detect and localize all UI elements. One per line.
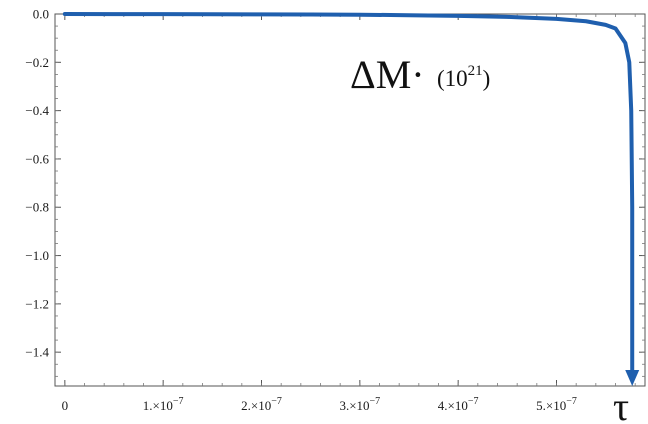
scale-factor-base: (10 [437,66,468,91]
x-tick-label: 1.×10−7 [143,396,184,413]
y-tick-label: −0.6 [25,151,49,166]
series-line [62,12,635,379]
delta-m-annotation: ΔM· (1021) [350,52,490,97]
x-axis-ticks: 0 1.×10−7 2.×10−7 3.×10−7 4.×10−7 5.×10−7 [62,14,636,413]
y-tick-label: −0.8 [25,200,49,215]
y-axis-ticks: 0.0 −0.2 −0.4 −0.6 −0.8 −1.0 −1.2 −1.4 [25,7,645,377]
y-tick-label: −0.2 [25,55,49,70]
scale-factor-close: ) [483,66,491,91]
delta-m-label: ΔM· [350,52,425,97]
x-tick-label: 5.×10−7 [536,396,577,413]
scale-factor-exponent: 21 [468,63,483,79]
scale-factor-label: (1021) [437,63,490,91]
y-tick-label: −0.4 [25,103,49,118]
x-tick-label: 4.×10−7 [438,396,479,413]
y-tick-label: −1.0 [25,248,49,263]
y-tick-label: −1.2 [25,296,49,311]
x-axis-label: τ [613,384,629,424]
series-arrowhead [625,370,640,386]
series-layer [62,12,640,386]
x-tick-label: 2.×10−7 [241,396,282,413]
y-tick-label: 0.0 [33,7,49,22]
y-tick-label: −1.4 [25,345,49,360]
x-tick-label: 0 [62,398,69,413]
x-tick-label: 3.×10−7 [339,396,380,413]
